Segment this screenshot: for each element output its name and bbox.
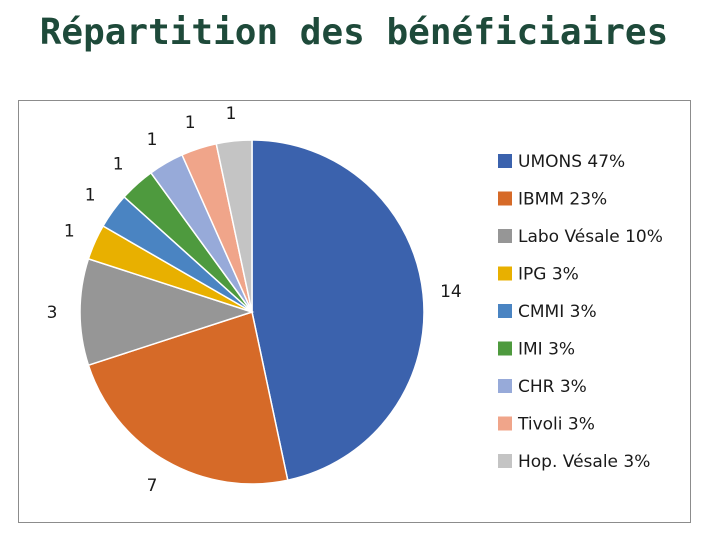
- pie-slice: [251, 139, 425, 482]
- slice-data-label: 3: [47, 303, 58, 323]
- legend-label: IBMM 23%: [518, 190, 607, 210]
- slice-data-label: 1: [113, 154, 124, 174]
- legend-label: CHR 3%: [518, 377, 587, 397]
- legend-label: Labo Vésale 10%: [518, 227, 663, 247]
- legend-swatch: [498, 266, 512, 281]
- legend-swatch: [498, 154, 512, 168]
- slice-data-label: 1: [185, 113, 196, 133]
- slice-data-label: 1: [64, 222, 75, 242]
- pie-slice: [87, 311, 289, 485]
- slice-data-label: 1: [147, 130, 158, 150]
- pie-slice: [79, 257, 255, 367]
- legend-label: IMI 3%: [518, 340, 575, 360]
- slice-data-label: 14: [440, 282, 462, 302]
- legend-swatch: [498, 416, 512, 431]
- pie-slice: [215, 139, 253, 313]
- legend-swatch: [498, 454, 512, 468]
- legend-label: IPG 3%: [518, 265, 579, 285]
- legend-swatch: [498, 304, 512, 318]
- slice-data-label: 1: [226, 104, 237, 124]
- legend-swatch: [498, 191, 512, 206]
- legend-label: Tivoli 3%: [517, 415, 595, 435]
- legend-swatch: [498, 341, 512, 356]
- slice-data-label: 7: [147, 476, 158, 496]
- legend-label: UMONS 47%: [518, 152, 625, 172]
- chart-title: Répartition des bénéficiaires: [39, 12, 669, 53]
- legend-swatch: [498, 379, 512, 393]
- legend-swatch: [498, 229, 512, 243]
- slice-data-label: 1: [85, 185, 96, 205]
- legend-label: CMMI 3%: [518, 302, 597, 322]
- legend-label: Hop. Vésale 3%: [518, 452, 650, 472]
